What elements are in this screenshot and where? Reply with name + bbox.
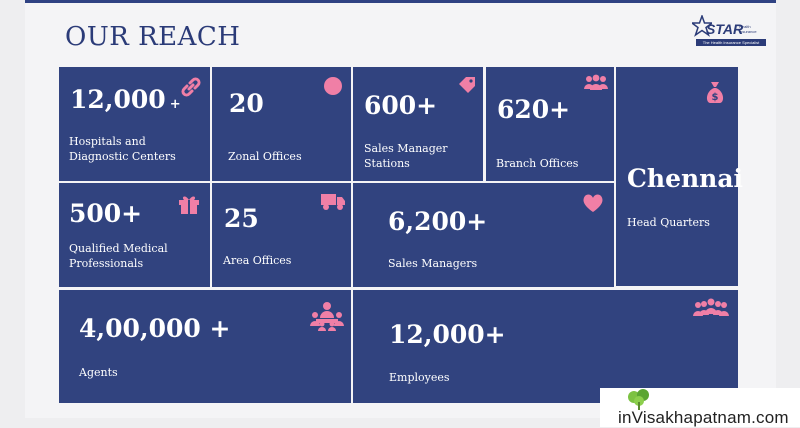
agents-value: 4,00,000 + — [79, 314, 231, 343]
hq-value: Chennai — [627, 164, 744, 193]
logo-sub: Health Insurance — [739, 24, 757, 34]
hospitals-value: 12,000 + — [70, 85, 181, 114]
stations-label: Sales Manager Stations — [364, 142, 448, 170]
medical-label: Qualified Medical Professionals — [69, 242, 168, 270]
link-icon — [181, 77, 201, 97]
watermark: inVisakhapatnam.com — [600, 388, 800, 427]
employees-label: Employees — [389, 371, 450, 384]
zonal-label: Zonal Offices — [228, 150, 302, 163]
tile-zonal-offices: 20 Zonal Offices — [212, 67, 351, 181]
star-health-logo: STAR Health Insurance The Health Insuranc… — [692, 15, 770, 49]
tile-sales-managers: 6,200+ Sales Managers — [353, 183, 614, 287]
star-logo-icon — [692, 15, 712, 37]
page-title: OUR REACH — [65, 22, 241, 52]
group-icon — [584, 74, 608, 90]
hospitals-label: Hospitals and Diagnostic Centers — [69, 135, 176, 163]
logo-tagline: The Health Insurance Specialist — [696, 39, 766, 46]
tag-icon — [459, 77, 475, 93]
tile-hospitals: 12,000 + Hospitals and Diagnostic Centers — [59, 67, 210, 181]
agents-label: Agents — [79, 366, 118, 379]
team-icon — [693, 298, 729, 316]
area-value: 25 — [224, 204, 259, 233]
stations-value: 600+ — [364, 91, 438, 120]
tile-head-quarters: Chennai Head Quarters $ — [616, 67, 743, 286]
truck-icon — [321, 194, 345, 210]
tile-medical-professionals: 500+ Qualified Medical Professionals — [59, 183, 210, 287]
zonal-value: 20 — [229, 89, 264, 118]
branch-value: 620+ — [497, 95, 571, 124]
meeting-icon — [310, 302, 344, 331]
money-bag-icon: $ — [706, 82, 724, 103]
hq-label: Head Quarters — [627, 216, 710, 229]
sales-managers-value: 6,200+ — [388, 207, 488, 236]
tile-sales-manager-stations: 600+ Sales Manager Stations — [353, 67, 483, 181]
gift-icon — [179, 196, 199, 214]
area-label: Area Offices — [223, 254, 292, 267]
tile-branch-offices: 620+ Branch Offices — [486, 67, 614, 181]
tile-agents: 4,00,000 + Agents — [59, 290, 351, 403]
circle-icon — [324, 77, 342, 95]
watermark-text: inVisakhapatnam.com — [618, 408, 789, 427]
heart-icon — [583, 194, 603, 212]
svg-text:$: $ — [712, 92, 719, 103]
medical-value: 500+ — [69, 199, 143, 228]
tile-area-offices: 25 Area Offices — [212, 183, 351, 287]
tree-logo-icon — [628, 389, 649, 410]
sales-managers-label: Sales Managers — [388, 257, 478, 270]
tile-employees: 12,000+ Employees — [353, 290, 738, 403]
logo-brand: STAR — [706, 21, 744, 37]
branch-label: Branch Offices — [496, 157, 579, 170]
employees-value: 12,000+ — [389, 320, 506, 349]
